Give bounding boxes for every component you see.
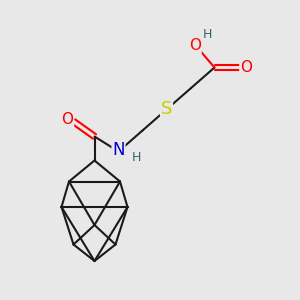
Text: N: N <box>112 141 125 159</box>
Text: O: O <box>189 38 201 53</box>
Text: H: H <box>202 28 212 41</box>
Text: O: O <box>240 60 252 75</box>
Text: H: H <box>132 151 141 164</box>
Text: S: S <box>161 100 172 118</box>
Text: O: O <box>61 112 74 127</box>
